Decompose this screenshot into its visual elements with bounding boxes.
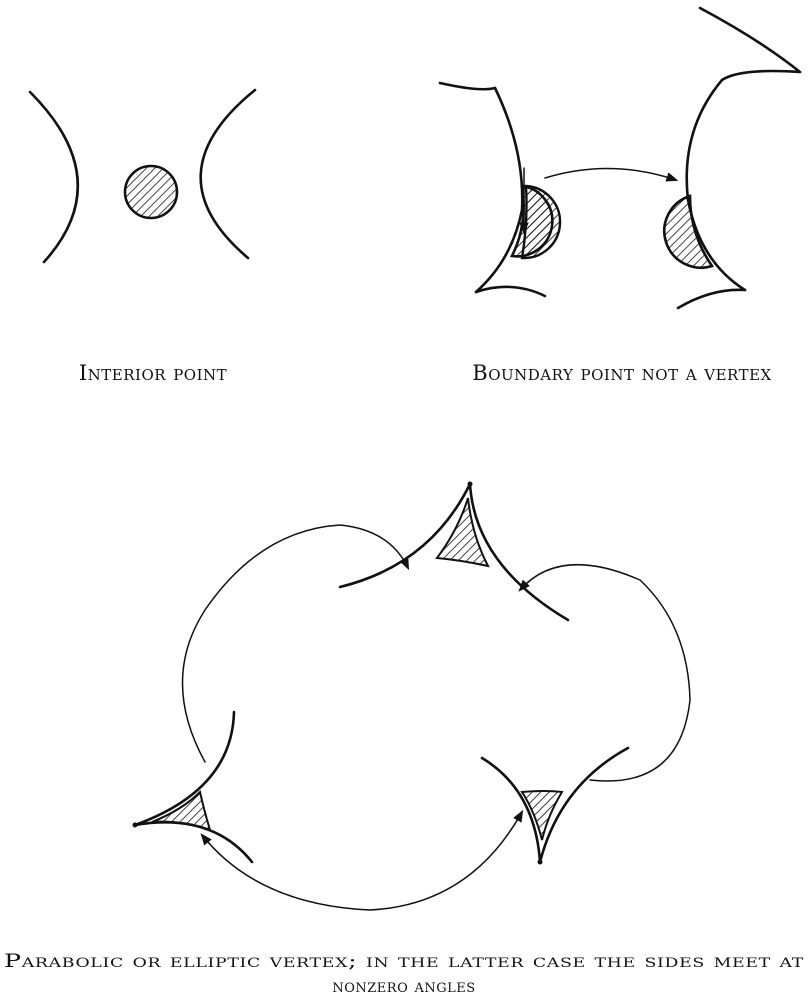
right-arc <box>199 88 257 260</box>
left-arc <box>28 90 80 264</box>
top-vertex-right-side <box>468 482 570 622</box>
arrow-right-to-top <box>518 563 691 782</box>
left-domain-bottom-side <box>474 285 547 298</box>
right-vertex-point <box>537 859 543 865</box>
top-vertex-point <box>467 481 473 487</box>
right-domain-top-side <box>698 6 802 74</box>
left-vertex-upper-side <box>133 710 236 827</box>
caption-vertex-line-2: nonzero angles <box>332 976 475 997</box>
right-vertex-sector <box>520 790 564 841</box>
left-domain-boundary <box>474 86 524 294</box>
left-domain-top-side <box>438 81 497 91</box>
right-domain-bottom-side <box>676 288 747 310</box>
top-vertex-sector <box>435 497 490 568</box>
arrow-left-to-right <box>200 809 524 911</box>
right-vertex-right-side <box>538 746 630 864</box>
left-vertex-lower-side <box>133 821 254 864</box>
caption-interior-point: Interior point <box>79 361 227 385</box>
hatched-disk <box>123 164 179 220</box>
vertex-panel <box>132 481 691 911</box>
left-vertex-point <box>132 822 138 828</box>
identification-arrow <box>544 167 679 182</box>
interior-point-panel <box>28 88 257 264</box>
caption-vertex-line-1: Parabolic or elliptic vertex; in the lat… <box>4 950 804 972</box>
caption-boundary-point: Boundary point not a vertex <box>472 361 771 385</box>
right-vertex-left-side <box>480 756 542 864</box>
right-domain-cusp <box>720 69 802 82</box>
right-half-disk <box>663 194 715 269</box>
top-vertex-left-side <box>338 482 472 589</box>
boundary-point-panel <box>438 6 802 310</box>
arrow-left-to-top <box>181 524 410 763</box>
